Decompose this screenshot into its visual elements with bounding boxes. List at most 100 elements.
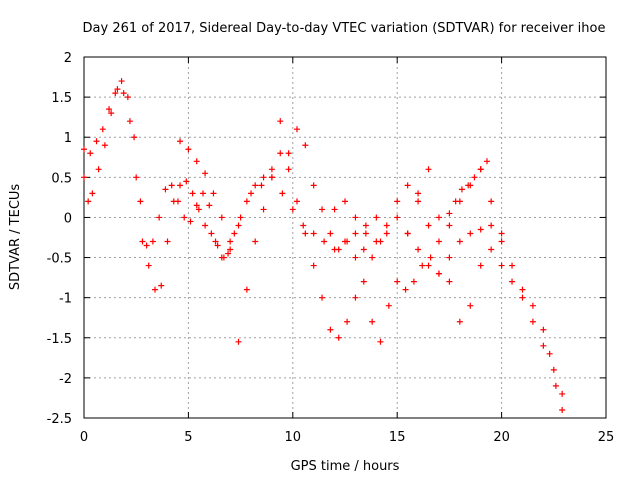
y-tick-label: -2 bbox=[59, 372, 72, 387]
data-point bbox=[310, 262, 317, 269]
data-point bbox=[187, 218, 194, 225]
data-point bbox=[87, 150, 94, 157]
data-point bbox=[362, 230, 369, 237]
data-point bbox=[185, 146, 192, 153]
data-point bbox=[331, 206, 338, 213]
data-point bbox=[243, 286, 250, 293]
data-point bbox=[446, 278, 453, 285]
data-point bbox=[108, 110, 115, 117]
data-point bbox=[293, 198, 300, 205]
data-point bbox=[293, 126, 300, 133]
data-point bbox=[170, 198, 177, 205]
data-point bbox=[488, 198, 495, 205]
data-point bbox=[89, 190, 96, 197]
data-point bbox=[302, 230, 309, 237]
data-point bbox=[195, 206, 202, 213]
data-point bbox=[509, 278, 516, 285]
data-point bbox=[335, 334, 342, 341]
data-point bbox=[327, 326, 334, 333]
series-track-d bbox=[177, 118, 384, 261]
data-point bbox=[177, 138, 184, 145]
data-point bbox=[483, 158, 490, 165]
data-point bbox=[285, 150, 292, 157]
data-point bbox=[181, 214, 188, 221]
data-point bbox=[477, 166, 484, 173]
data-point bbox=[446, 210, 453, 217]
data-point bbox=[302, 142, 309, 149]
data-point bbox=[260, 206, 267, 213]
data-point bbox=[206, 202, 213, 209]
data-point bbox=[220, 254, 227, 261]
grid bbox=[84, 57, 606, 418]
data-point bbox=[164, 238, 171, 245]
data-point bbox=[168, 182, 175, 189]
x-tick-label: 20 bbox=[493, 430, 510, 445]
data-point bbox=[258, 182, 265, 189]
data-point bbox=[488, 246, 495, 253]
data-point bbox=[145, 262, 152, 269]
data-point bbox=[477, 226, 484, 233]
data-point bbox=[319, 206, 326, 213]
y-tick-label: -2.5 bbox=[47, 412, 72, 427]
data-point bbox=[101, 142, 108, 149]
data-point bbox=[208, 230, 215, 237]
data-point bbox=[385, 302, 392, 309]
data-point bbox=[465, 182, 472, 189]
data-point bbox=[235, 222, 242, 229]
y-axis-label: SDTVAR / TECUs bbox=[8, 184, 23, 291]
data-point bbox=[193, 202, 200, 209]
series-track-b bbox=[81, 86, 234, 293]
axis-ticks: 0 5 10 15 20 25 2 1.5 1 0.5 0 -0.5 -1 -1.5 -2 -2.5 bbox=[47, 51, 615, 445]
data-point bbox=[467, 302, 474, 309]
data-point bbox=[540, 326, 547, 333]
data-point bbox=[519, 294, 526, 301]
data-point bbox=[369, 254, 376, 261]
data-point bbox=[118, 78, 125, 85]
data-point bbox=[321, 238, 328, 245]
data-point bbox=[342, 238, 348, 245]
data-point bbox=[277, 150, 284, 157]
data-point bbox=[362, 222, 369, 229]
data-point bbox=[252, 238, 259, 245]
data-point bbox=[227, 246, 234, 253]
data-point bbox=[427, 254, 434, 261]
data-point bbox=[227, 238, 234, 245]
data-point bbox=[415, 198, 422, 205]
data-point bbox=[126, 118, 133, 125]
data-point bbox=[471, 174, 478, 181]
data-point bbox=[112, 90, 119, 97]
y-tick-label: 0 bbox=[64, 211, 72, 226]
data-point bbox=[435, 214, 442, 221]
data-point bbox=[477, 262, 484, 269]
data-point bbox=[114, 86, 121, 93]
data-point bbox=[177, 182, 184, 189]
x-tick-label: 25 bbox=[598, 430, 615, 445]
data-point bbox=[268, 174, 275, 181]
data-point bbox=[402, 286, 409, 293]
x-axis-label: GPS time / hours bbox=[291, 459, 400, 474]
data-point bbox=[289, 206, 296, 213]
data-point bbox=[467, 230, 474, 237]
y-tick-label: -1 bbox=[59, 292, 72, 307]
data-point bbox=[225, 250, 232, 257]
data-point bbox=[137, 198, 144, 205]
data-point bbox=[85, 198, 92, 205]
data-point bbox=[106, 106, 113, 113]
data-point bbox=[95, 166, 102, 173]
data-point bbox=[158, 282, 165, 289]
data-point bbox=[394, 214, 401, 221]
series-track-a bbox=[81, 78, 244, 261]
data-point bbox=[446, 222, 453, 229]
data-point bbox=[214, 242, 221, 249]
data-point bbox=[81, 146, 87, 153]
data-point bbox=[369, 318, 376, 325]
data-point bbox=[99, 126, 106, 133]
data-point bbox=[235, 338, 242, 345]
data-point bbox=[342, 198, 348, 205]
data-point bbox=[133, 174, 140, 181]
data-point bbox=[425, 222, 432, 229]
data-point bbox=[456, 238, 463, 245]
data-point bbox=[193, 158, 200, 165]
data-point bbox=[559, 390, 566, 397]
